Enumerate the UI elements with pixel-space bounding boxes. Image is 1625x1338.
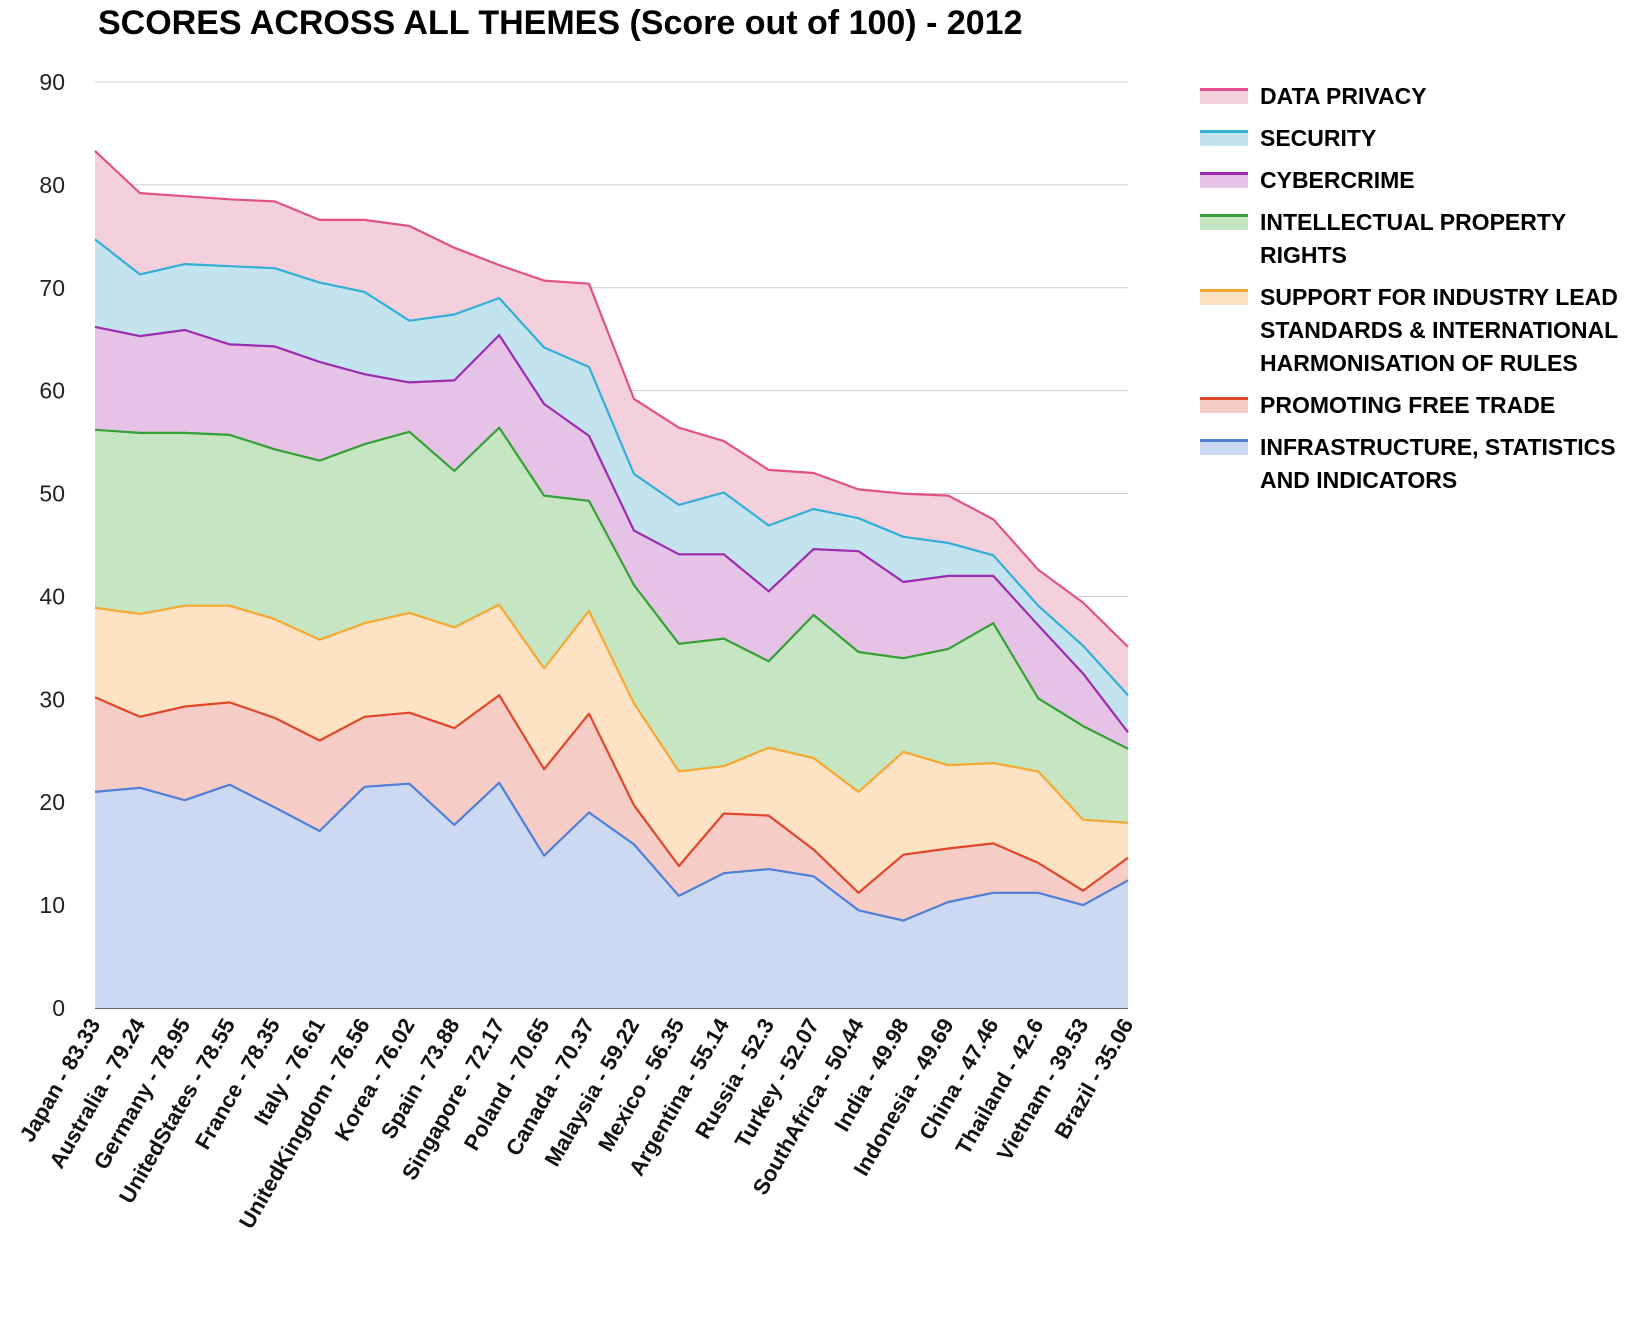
series-area — [95, 239, 1128, 733]
legend-item: INTELLECTUAL PROPERTY RIGHTS — [1200, 206, 1620, 272]
legend-swatch — [1200, 289, 1248, 305]
y-tick-label: 20 — [39, 789, 65, 815]
chart-title: SCORES ACROSS ALL THEMES (Score out of 1… — [98, 4, 1023, 42]
y-tick-label: 70 — [39, 275, 65, 301]
y-tick-label: 90 — [39, 69, 65, 95]
legend-label: DATA PRIVACY — [1260, 83, 1427, 109]
legend-label: INFRASTRUCTURE, STATISTICS AND INDICATOR… — [1260, 434, 1616, 493]
series-area — [95, 427, 1128, 823]
y-tick-label: 40 — [39, 583, 65, 609]
legend-swatch — [1200, 214, 1248, 230]
legend-item: CYBERCRIME — [1200, 164, 1620, 197]
legend-item: DATA PRIVACY — [1200, 80, 1620, 113]
series-area — [95, 782, 1128, 1008]
y-axis: 0 10 20 30 40 50 60 70 80 90 — [39, 69, 65, 1021]
y-tick-label: 30 — [39, 686, 65, 712]
series-area — [95, 326, 1128, 749]
legend-label: SECURITY — [1260, 125, 1377, 151]
series-area — [95, 604, 1128, 893]
stacked-area-chart: 0 10 20 30 40 50 60 70 80 90 Japan - 83.33Austral… — [15, 69, 1139, 1233]
series-lines — [94, 150, 1129, 922]
legend-label: INTELLECTUAL PROPERTY RIGHTS — [1260, 209, 1566, 268]
legend-item: INFRASTRUCTURE, STATISTICS AND INDICATOR… — [1200, 431, 1620, 497]
legend-swatch — [1200, 130, 1248, 146]
legend-item: SECURITY — [1200, 122, 1620, 155]
legend-swatch — [1200, 397, 1248, 413]
series-area — [95, 695, 1128, 921]
series-area — [95, 150, 1128, 696]
series-line — [94, 426, 1129, 750]
series-line — [94, 603, 1129, 824]
legend-label: CYBERCRIME — [1260, 167, 1415, 193]
series-line — [94, 694, 1129, 894]
legend-label: SUPPORT FOR INDUSTRY LEAD STANDARDS & IN… — [1260, 284, 1618, 376]
y-tick-label: 0 — [52, 995, 65, 1021]
legend-item: SUPPORT FOR INDUSTRY LEAD STANDARDS & IN… — [1200, 281, 1620, 380]
series-areas — [95, 150, 1128, 1008]
series-line — [94, 150, 1129, 648]
legend-swatch — [1200, 172, 1248, 188]
legend: DATA PRIVACY SECURITY CYBERCRIME INTELLECTU… — [1200, 80, 1620, 506]
series-line — [94, 325, 1129, 733]
legend-item: PROMOTING FREE TRADE — [1200, 389, 1620, 422]
legend-swatch — [1200, 88, 1248, 104]
series-line — [94, 238, 1129, 696]
legend-swatch — [1200, 439, 1248, 455]
y-tick-label: 10 — [39, 892, 65, 918]
y-tick-label: 60 — [39, 378, 65, 404]
y-tick-label: 80 — [39, 172, 65, 198]
y-tick-label: 50 — [39, 481, 65, 507]
series-line — [94, 781, 1129, 922]
legend-label: PROMOTING FREE TRADE — [1260, 392, 1556, 418]
